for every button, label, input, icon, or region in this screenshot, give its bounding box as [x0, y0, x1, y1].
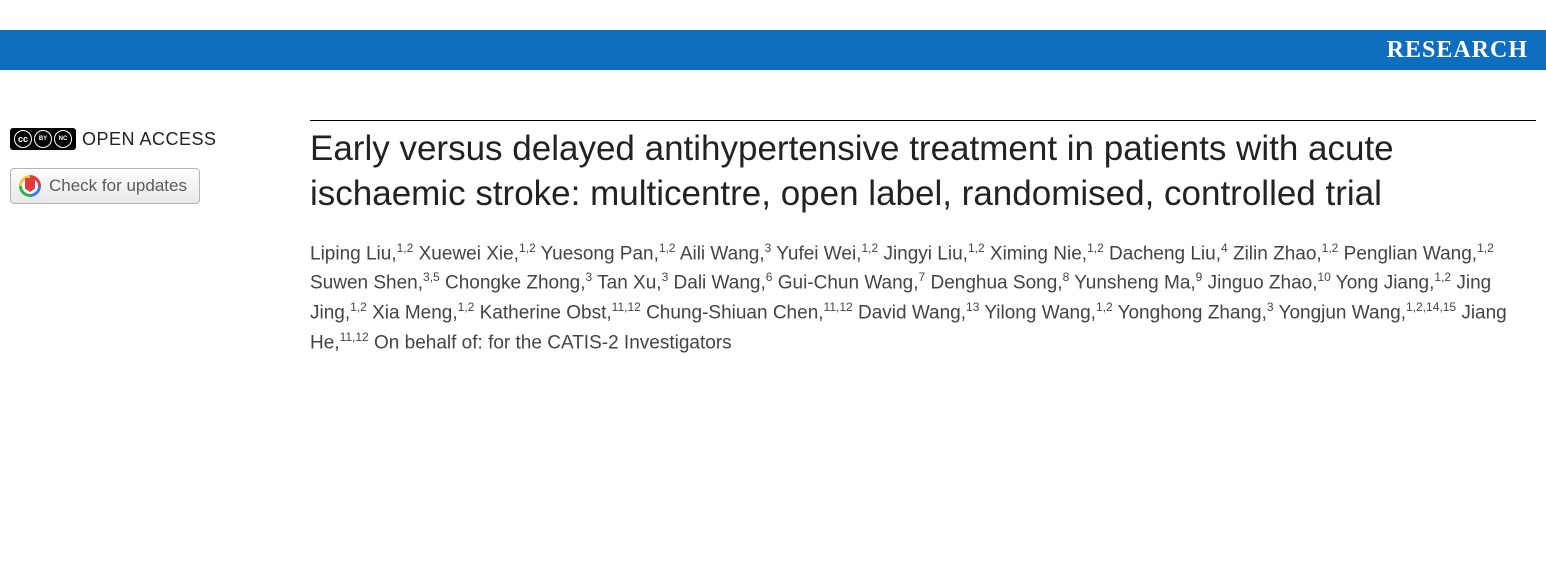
author-name: Yongjun Wang, — [1279, 303, 1406, 324]
author-list: Liping Liu,1,2 Xuewei Xie,1,2 Yuesong Pa… — [310, 239, 1536, 358]
author-name: Gui-Chun Wang, — [778, 273, 919, 294]
author-affiliation: 11,12 — [340, 330, 369, 344]
author-affiliation: 1,2 — [1096, 300, 1113, 314]
section-header-bar: RESEARCH — [0, 30, 1546, 70]
author-affiliation: 1,2 — [458, 300, 475, 314]
author-name: Chongke Zhong, — [445, 273, 586, 294]
author-affiliation: 1,2 — [659, 241, 676, 255]
author-name: Tan Xu, — [597, 273, 661, 294]
author-name: Liping Liu, — [310, 243, 397, 264]
author-name: Chung-Shiuan Chen, — [646, 303, 823, 324]
author-affiliation: 13 — [966, 300, 979, 314]
cc-icon: cc — [14, 130, 32, 148]
author-affiliation: 1,2 — [350, 300, 367, 314]
author-name: Yong Jiang, — [1336, 273, 1435, 294]
check-updates-button[interactable]: Check for updates — [10, 168, 200, 204]
author-suffix: On behalf of: for the CATIS-2 Investigat… — [374, 332, 732, 353]
author-name: Zilin Zhao, — [1233, 243, 1322, 264]
nc-icon: NC — [54, 130, 72, 148]
author-name: Yunsheng Ma, — [1074, 273, 1195, 294]
author-name: Xuewei Xie, — [419, 243, 519, 264]
author-name: Ximing Nie, — [990, 243, 1087, 264]
open-access-label: OPEN ACCESS — [82, 129, 217, 150]
author-affiliation: 1,2,14,15 — [1406, 300, 1456, 314]
author-affiliation: 1,2 — [968, 241, 985, 255]
article-header: Early versus delayed antihypertensive tr… — [300, 120, 1536, 358]
check-updates-label: Check for updates — [49, 176, 187, 196]
author-name: Yufei Wei, — [776, 243, 861, 264]
crossmark-icon — [19, 175, 41, 197]
cc-license-icon: cc BY NC — [10, 128, 76, 150]
author-name: Yilong Wang, — [984, 303, 1096, 324]
author-affiliation: 1,2 — [1087, 241, 1104, 255]
left-sidebar: cc BY NC OPEN ACCESS Check for updates — [10, 120, 300, 358]
author-name: Penglian Wang, — [1344, 243, 1477, 264]
author-name: Denghua Song, — [931, 273, 1063, 294]
author-affiliation: 1,2 — [1477, 241, 1494, 255]
author-affiliation: 11,12 — [612, 300, 641, 314]
author-name: Xia Meng, — [372, 303, 458, 324]
author-affiliation: 3,5 — [423, 270, 440, 284]
content-wrapper: cc BY NC OPEN ACCESS Check for updates E… — [0, 70, 1546, 358]
author-name: Katherine Obst, — [480, 303, 612, 324]
author-name: Aili Wang, — [680, 243, 765, 264]
author-affiliation: 8 — [1063, 270, 1070, 284]
author-affiliation: 10 — [1318, 270, 1331, 284]
author-affiliation: 3 — [1267, 300, 1274, 314]
author-affiliation: 1,2 — [1434, 270, 1451, 284]
by-icon: BY — [34, 130, 52, 148]
author-name: Jinguo Zhao, — [1208, 273, 1318, 294]
author-name: Yuesong Pan, — [541, 243, 659, 264]
article-title: Early versus delayed antihypertensive tr… — [310, 127, 1536, 217]
author-affiliation: 6 — [766, 270, 773, 284]
author-affiliation: 3 — [662, 270, 669, 284]
author-affiliation: 1,2 — [861, 241, 878, 255]
open-access-badge: cc BY NC OPEN ACCESS — [10, 128, 300, 150]
author-name: Dali Wang, — [674, 273, 766, 294]
author-name: Dacheng Liu, — [1109, 243, 1221, 264]
author-affiliation: 4 — [1221, 241, 1228, 255]
author-affiliation: 1,2 — [397, 241, 414, 255]
author-affiliation: 3 — [765, 241, 772, 255]
author-name: Jingyi Liu, — [883, 243, 968, 264]
author-name: Yonghong Zhang, — [1118, 303, 1267, 324]
author-affiliation: 9 — [1196, 270, 1203, 284]
author-affiliation: 7 — [919, 270, 926, 284]
author-affiliation: 11,12 — [824, 300, 853, 314]
title-rule — [310, 120, 1536, 121]
author-affiliation: 3 — [586, 270, 593, 284]
author-name: David Wang, — [858, 303, 966, 324]
author-affiliation: 1,2 — [1322, 241, 1339, 255]
author-name: Suwen Shen, — [310, 273, 423, 294]
section-label: RESEARCH — [1387, 37, 1528, 64]
author-affiliation: 1,2 — [519, 241, 536, 255]
